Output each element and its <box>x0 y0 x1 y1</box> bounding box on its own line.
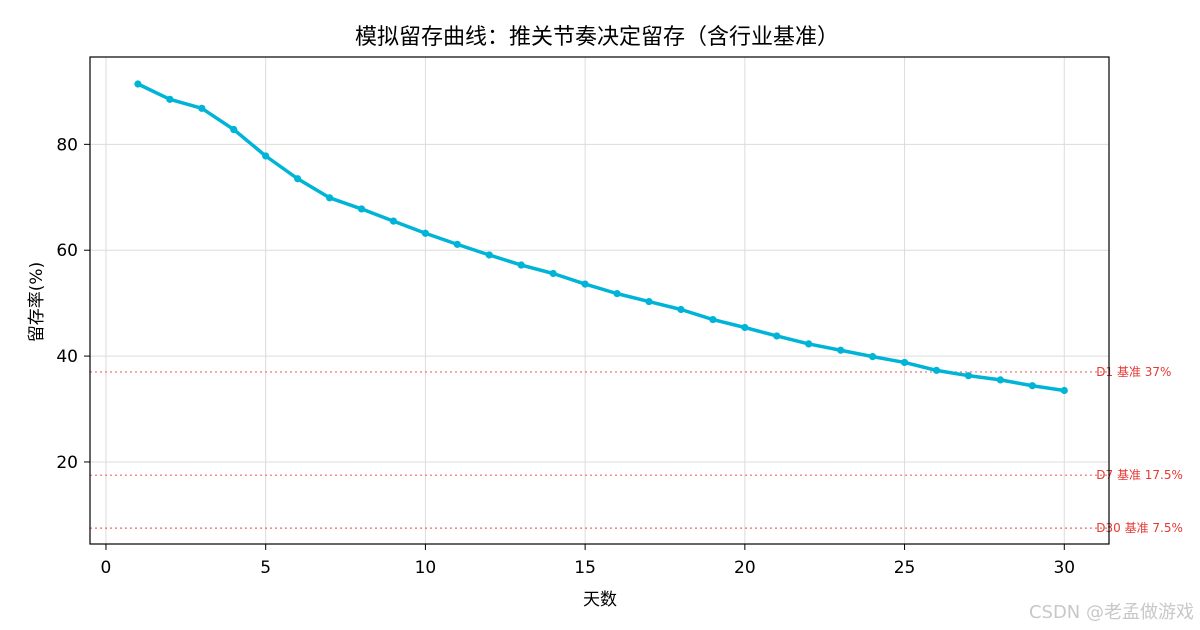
data-point <box>325 194 334 202</box>
retention-line <box>136 82 1067 393</box>
data-point <box>453 240 461 248</box>
y-tick-label: 60 <box>56 241 78 261</box>
data-point <box>166 95 174 103</box>
data-point <box>645 297 653 306</box>
x-tick-label: 20 <box>734 558 756 578</box>
data-point <box>262 152 270 160</box>
data-point <box>996 376 1004 384</box>
x-axis-label: 天数 <box>583 590 617 610</box>
data-point <box>805 340 813 348</box>
data-point <box>869 353 877 361</box>
reference-lines: D1 基准 37% D7 基准 17.5% D30 基准 7.5% <box>90 365 1183 535</box>
data-point <box>837 346 845 354</box>
y-axis-label: 留存率(%) <box>27 262 47 342</box>
data-point <box>357 205 366 213</box>
data-point <box>709 315 717 324</box>
x-tick-label: 5 <box>260 558 271 578</box>
data-point <box>581 280 589 288</box>
data-point <box>1028 382 1036 390</box>
x-tick-label: 10 <box>415 558 437 578</box>
data-point <box>485 251 493 259</box>
data-point <box>549 269 557 278</box>
reference-line-label: D30 基准 7.5% <box>1096 521 1183 535</box>
data-point <box>741 323 749 332</box>
y-tick-label: 80 <box>56 135 78 155</box>
data-point <box>230 125 238 134</box>
data-point <box>389 217 398 225</box>
y-tick-label: 20 <box>56 453 78 473</box>
data-point <box>900 358 909 367</box>
x-tick-label: 0 <box>101 558 112 578</box>
x-axis-ticks: 0 5 10 15 20 25 30 <box>101 544 1075 578</box>
data-point <box>421 229 430 237</box>
chart-title: 模拟留存曲线：推关节奏决定留存（含行业基准） <box>355 25 839 50</box>
x-tick-label: 30 <box>1053 558 1075 578</box>
y-axis-ticks: 20 40 60 80 <box>56 135 90 473</box>
grid-lines <box>90 57 1109 544</box>
data-point <box>932 366 941 374</box>
data-point <box>1060 386 1068 395</box>
data-point <box>964 372 973 380</box>
x-tick-label: 15 <box>574 558 596 578</box>
plot-frame <box>89 56 1110 545</box>
data-point <box>773 332 781 340</box>
data-point <box>677 305 685 314</box>
y-tick-label: 40 <box>56 347 78 367</box>
data-point <box>134 80 142 88</box>
data-point <box>517 261 525 269</box>
data-point <box>294 175 302 183</box>
series-layer <box>134 80 1068 395</box>
data-point <box>198 104 206 112</box>
reference-line-label: D1 基准 37% <box>1096 365 1171 379</box>
data-point <box>613 290 621 298</box>
watermark-text: CSDN @老孟做游戏 <box>1028 602 1194 623</box>
x-tick-label: 25 <box>894 558 916 578</box>
reference-line-label: D7 基准 17.5% <box>1096 468 1183 482</box>
